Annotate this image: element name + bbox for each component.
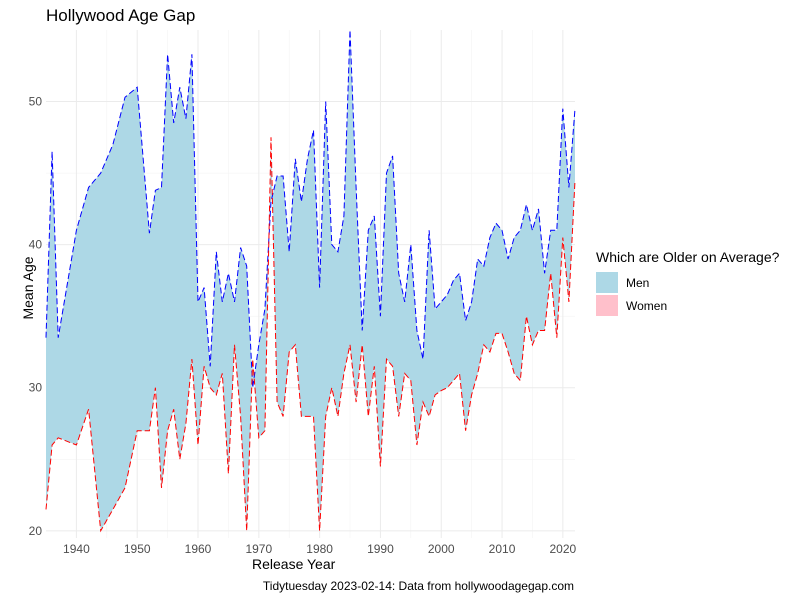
y-tick-labels: 20 30 40 50 (29, 95, 43, 538)
series-line-women (45, 137, 576, 533)
x-tick-label: 2000 (428, 542, 455, 556)
chart-title: Hollywood Age Gap (46, 6, 196, 25)
legend-title: Which are Older on Average? (596, 249, 780, 265)
y-tick-label: 40 (29, 238, 43, 252)
legend-label-men: Men (626, 275, 650, 290)
y-axis-label: Mean Age (20, 256, 36, 320)
x-tick-label: 1950 (124, 542, 151, 556)
x-tick-label: 1970 (245, 542, 272, 556)
x-tick-label: 1980 (306, 542, 333, 556)
x-tick-label: 1960 (185, 542, 212, 556)
legend: Which are Older on Average? Men Women (596, 249, 779, 317)
legend-swatch-men (596, 272, 618, 293)
x-tick-label: 2020 (549, 542, 576, 556)
legend-item-men: Men (596, 271, 779, 294)
chart-caption: Tidytuesday 2023-02-14: Data from hollyw… (262, 579, 574, 593)
age-gap-area (46, 30, 575, 531)
x-axis-label: Release Year (252, 556, 336, 572)
area-fill (46, 30, 575, 531)
x-tick-label: 1940 (63, 542, 90, 556)
y-tick-label: 50 (29, 95, 43, 109)
y-tick-label: 30 (29, 381, 43, 395)
x-tick-label: 1990 (367, 542, 394, 556)
legend-item-women: Women (596, 294, 779, 317)
x-tick-labels: 1940 1950 1960 1970 1980 1990 2000 2010 2020 (63, 542, 576, 556)
series-lines (45, 29, 576, 533)
y-tick-label: 20 (29, 524, 43, 538)
series-line-men (45, 29, 576, 388)
x-tick-label: 2010 (489, 542, 516, 556)
legend-swatch-women (596, 295, 618, 316)
legend-label-women: Women (626, 298, 668, 313)
